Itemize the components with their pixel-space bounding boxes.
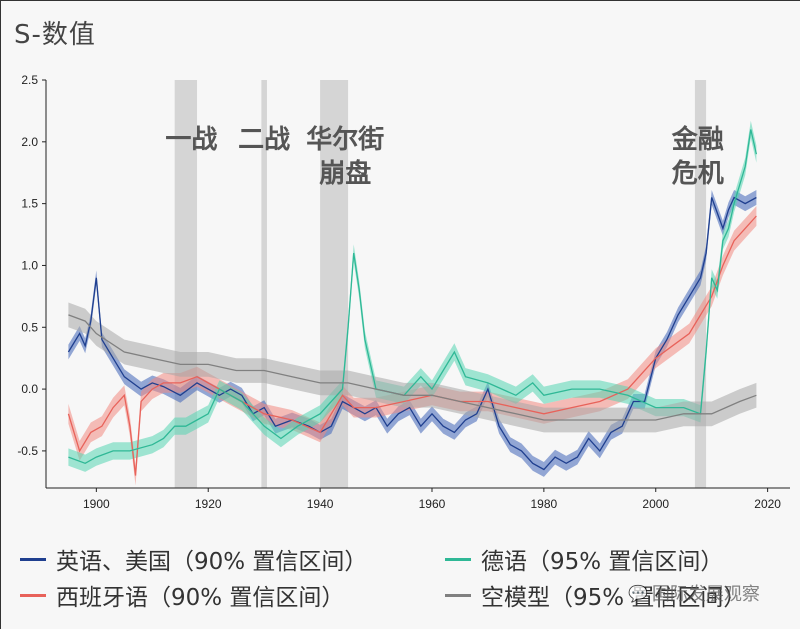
event-label: 华尔街: [306, 124, 384, 155]
series-band: [68, 206, 757, 486]
x-tick-label: 1900: [83, 497, 110, 511]
series-band: [68, 120, 757, 472]
legend-item-null-model: 空模型（95% 置信区间）: [445, 578, 746, 612]
x-tick-label: 1920: [195, 497, 222, 511]
legend-item-german: 德语（95% 置信区间）: [445, 542, 723, 576]
x-tick-label: 2020: [754, 497, 781, 511]
series-lines: [67, 129, 758, 476]
watermark: 💬 国际发展观察: [628, 580, 760, 606]
left-border: [0, 0, 1, 629]
legend-item-english: 英语、美国（90% 置信区间）: [20, 542, 367, 576]
x-tick-label: 1940: [307, 497, 334, 511]
watermark-text: 国际发展观察: [651, 584, 760, 605]
legend-label: 英语、美国（90% 置信区间）: [56, 549, 368, 575]
x-tick-label: 1960: [419, 497, 446, 511]
event-label: 二战: [238, 125, 290, 155]
series-line: [67, 196, 757, 471]
legend-swatch: [445, 557, 471, 561]
legend-swatch: [20, 557, 46, 561]
series-line: [68, 314, 757, 421]
x-tick-label: 1980: [531, 497, 558, 511]
chat-bubble-icon: 💬: [628, 583, 648, 603]
confidence-bands: [68, 120, 757, 486]
y-tick-label: 1.0: [21, 258, 38, 272]
legend: 英语、美国（90% 置信区间） 德语（95% 置信区间） 西班牙语（90% 置信…: [20, 536, 800, 626]
legend-label: 西班牙语（90% 置信区间）: [56, 585, 345, 611]
axes: -0.5 0.0 0.5 1.0 1.5 2.0 2.5 1900 1920 1940 1960 19…: [17, 73, 790, 511]
legend-item-spanish: 西班牙语（90% 置信区间）: [20, 578, 344, 612]
series-line: [67, 215, 757, 476]
event-label: 崩盘: [319, 158, 371, 189]
y-tick-label: 2.0: [21, 135, 38, 149]
legend-swatch: [20, 593, 46, 597]
y-tick-label: 1.5: [21, 197, 38, 211]
y-tick-label: 0.5: [21, 320, 38, 334]
top-border: [0, 0, 800, 1]
event-label: 危机: [672, 158, 724, 189]
series-band: [68, 190, 757, 477]
event-label: 一战: [165, 125, 217, 155]
series-band: [68, 302, 757, 433]
legend-label: 空模型（95% 置信区间）: [481, 585, 747, 611]
legend-label: 德语（95% 置信区间）: [481, 549, 724, 575]
legend-swatch: [445, 593, 471, 597]
x-tick-label: 2000: [642, 497, 669, 511]
line-chart: -0.5 0.0 0.5 1.0 1.5 2.0 2.5 1900 1920 1940 1960 19…: [17, 73, 790, 511]
event-label: 金融: [671, 124, 724, 155]
event-band: [261, 80, 267, 488]
y-tick-label: 0.0: [21, 382, 38, 396]
y-tick-label: -0.5: [17, 444, 38, 458]
chart-title: S-数值: [14, 20, 96, 50]
y-tick-label: 2.5: [21, 73, 38, 87]
